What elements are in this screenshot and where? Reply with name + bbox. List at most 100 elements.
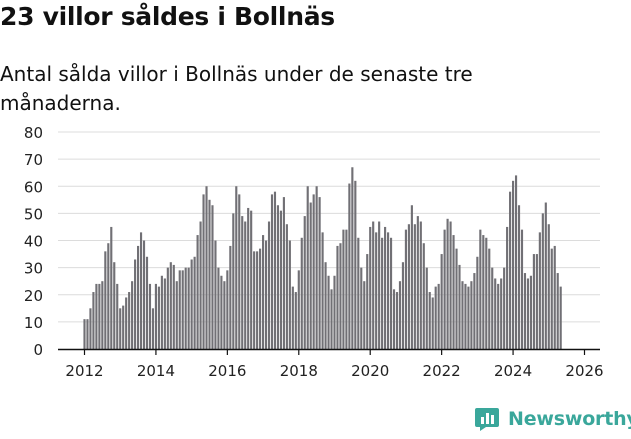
bar xyxy=(467,286,470,349)
x-tick-label: 2026 xyxy=(565,362,603,380)
bar xyxy=(333,275,336,349)
bar xyxy=(419,221,422,349)
bar xyxy=(321,232,324,349)
bar xyxy=(253,251,256,349)
bar xyxy=(214,240,217,349)
chart-title: 23 villor såldes i Bollnäs xyxy=(0,2,335,31)
bar xyxy=(440,254,443,349)
bar xyxy=(83,319,86,349)
bar xyxy=(416,216,419,349)
bar xyxy=(464,283,467,349)
bar xyxy=(381,237,384,349)
bar xyxy=(273,191,277,349)
bar xyxy=(535,254,538,349)
bar xyxy=(461,281,464,349)
bar xyxy=(166,267,169,349)
bar xyxy=(556,273,559,349)
bar xyxy=(235,186,238,349)
newsworthy-logo: Newsworthy xyxy=(474,406,631,432)
bar xyxy=(395,292,399,349)
x-axis: 2012 2014 2016 2018 2020 2022 2024 2026 xyxy=(58,348,604,380)
bar xyxy=(113,262,116,349)
bar xyxy=(169,262,172,349)
bar xyxy=(145,256,149,349)
bar xyxy=(238,194,241,349)
y-tick-label: 70 xyxy=(24,151,43,169)
bar xyxy=(330,289,333,349)
bar xyxy=(401,262,405,349)
bar xyxy=(327,275,330,349)
bar xyxy=(509,191,512,349)
bar xyxy=(110,226,113,349)
x-tick-label: 2016 xyxy=(208,362,246,380)
bar xyxy=(98,283,101,349)
bar xyxy=(404,229,407,349)
bar xyxy=(119,308,122,349)
bar xyxy=(309,202,312,349)
bar xyxy=(270,194,274,349)
bar xyxy=(154,283,157,349)
bar xyxy=(494,278,497,349)
bar xyxy=(151,308,155,349)
bar xyxy=(125,297,128,349)
bar xyxy=(476,256,479,349)
bar xyxy=(345,229,348,349)
bar xyxy=(479,229,482,349)
bar xyxy=(241,216,244,349)
bar xyxy=(392,289,396,349)
bar xyxy=(387,232,390,349)
bar xyxy=(134,259,137,349)
bar xyxy=(256,251,259,349)
bar xyxy=(449,221,452,349)
bar xyxy=(547,224,550,349)
bar xyxy=(312,194,315,349)
bar xyxy=(488,248,491,349)
bar xyxy=(336,245,339,349)
bar xyxy=(398,281,402,349)
bars xyxy=(83,167,562,349)
bar xyxy=(523,273,527,349)
bar xyxy=(318,197,321,349)
x-tick-label: 2012 xyxy=(65,362,103,380)
bar xyxy=(360,267,363,349)
bar xyxy=(148,283,152,349)
x-tick-label: 2022 xyxy=(423,362,461,380)
bar xyxy=(279,210,282,349)
bar xyxy=(172,264,175,349)
bar xyxy=(553,245,556,349)
bar xyxy=(425,267,428,349)
y-tick-label: 30 xyxy=(24,260,43,278)
bar xyxy=(291,286,294,349)
bar xyxy=(503,267,506,349)
bar xyxy=(550,248,553,349)
bar xyxy=(107,243,110,349)
bar xyxy=(306,186,309,349)
x-tick-label: 2018 xyxy=(280,362,318,380)
bar xyxy=(431,297,434,349)
bar xyxy=(452,235,455,349)
y-tick-label: 60 xyxy=(24,178,43,196)
bar xyxy=(410,205,413,349)
bar xyxy=(128,292,131,349)
bar xyxy=(384,226,387,349)
bar xyxy=(285,224,288,349)
bar xyxy=(517,205,521,349)
brand-name: Newsworthy xyxy=(508,408,631,430)
bar xyxy=(184,267,187,349)
bar xyxy=(250,210,253,349)
bar xyxy=(199,221,202,349)
bar xyxy=(294,292,297,349)
chart-subtitle: Antal sålda villor i Bollnäs under de se… xyxy=(0,62,473,115)
bar xyxy=(482,235,485,349)
bar xyxy=(339,243,342,349)
y-tick-label: 10 xyxy=(24,314,43,332)
bar xyxy=(526,278,530,349)
bar xyxy=(181,270,184,349)
bar xyxy=(532,254,535,349)
bar xyxy=(89,308,92,349)
y-axis-labels: 0 10 20 30 40 50 60 70 80 xyxy=(24,124,43,359)
bar xyxy=(247,207,250,349)
bar xyxy=(514,175,518,349)
bar xyxy=(187,267,190,349)
